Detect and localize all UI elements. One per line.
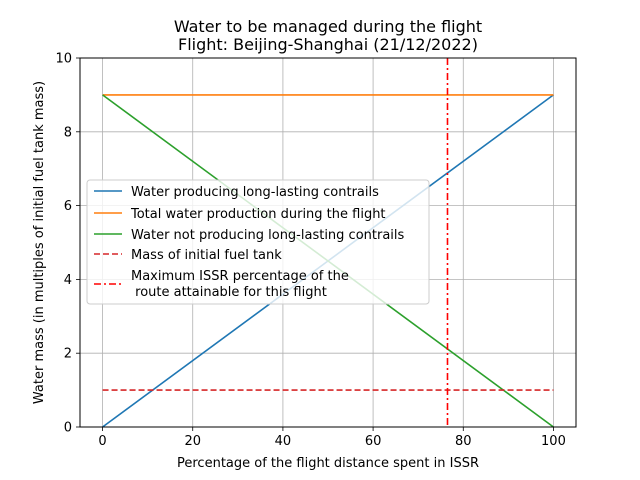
legend-label-fuel-tank: Mass of initial fuel tank [131, 248, 282, 263]
x-tick-label-80: 80 [455, 434, 472, 449]
axis-ticks: 0 20 40 60 80 100 0 2 4 6 8 10 [55, 52, 565, 450]
chart-title: Water to be managed during the flight [174, 17, 482, 36]
legend-label-long-lasting: Water producing long-lasting contrails [131, 185, 379, 200]
x-tick-label-0: 0 [98, 434, 106, 449]
y-axis-label: Water mass (in multiples of initial fuel… [32, 81, 47, 404]
legend: Water producing long-lasting contrails T… [86, 179, 430, 305]
legend-label-not-producing: Water not producing long-lasting contrai… [131, 228, 405, 243]
x-tick-label-40: 40 [275, 434, 292, 449]
plot-frame [79, 57, 577, 428]
y-tick-label-8: 8 [64, 125, 72, 140]
chart-subtitle: Flight: Beijing-Shanghai (21/12/2022) [178, 35, 478, 54]
y-tick-label-2: 2 [64, 347, 72, 362]
x-tick-label-100: 100 [541, 434, 566, 449]
y-tick-label-6: 6 [64, 199, 72, 214]
y-tick-label-0: 0 [64, 421, 72, 436]
x-axis-label: Percentage of the flight distance spent … [177, 456, 479, 471]
legend-label-total: Total water production during the flight [130, 207, 386, 222]
x-tick-label-20: 20 [184, 434, 201, 449]
legend-label-max-issr-line1: Maximum ISSR percentage of the [131, 269, 349, 284]
y-tick-label-4: 4 [64, 273, 72, 288]
legend-label-max-issr-line2: route attainable for this flight [131, 285, 327, 300]
y-tick-label-10: 10 [55, 52, 72, 67]
x-tick-label-60: 60 [365, 434, 382, 449]
legend-box [86, 179, 430, 305]
